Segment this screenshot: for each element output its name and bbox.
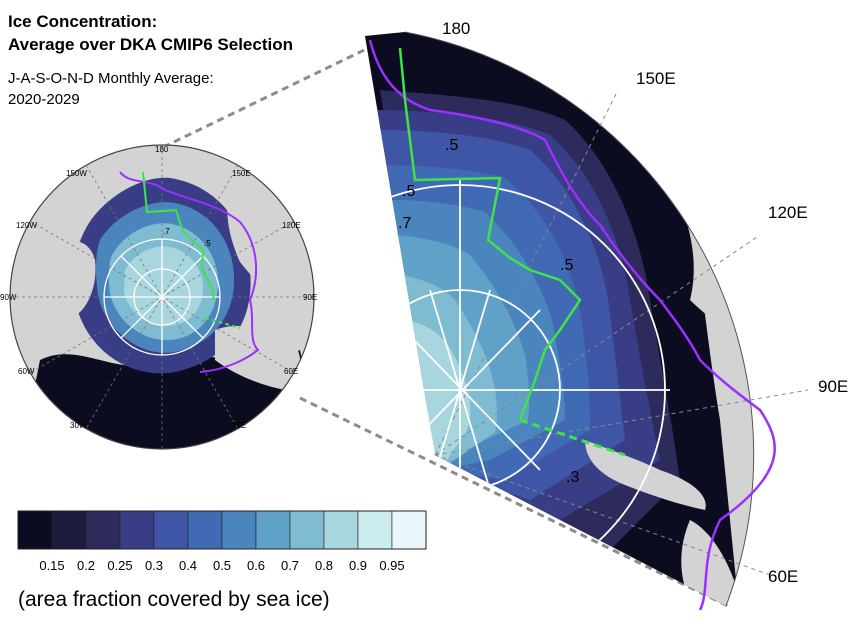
colorbar-tick-label: 0.4 (178, 558, 198, 573)
zoom-connector-bottom (299, 396, 729, 608)
small-lon-120e: 120E (282, 221, 301, 230)
zoom-band-0.95 (405, 320, 471, 470)
colorbar-tick-label: 0.8 (314, 558, 334, 573)
small-lon-180: 180 (155, 145, 169, 154)
small-contour-label-07: .7 (163, 227, 170, 236)
zoom-lon-120e: 120E (768, 203, 808, 222)
colorbar-swatch (289, 510, 325, 550)
title-line-1: Ice Concentration: (8, 12, 158, 31)
zoom-lon-180: 180 (442, 19, 470, 38)
small-lon-0: 0 (159, 439, 164, 448)
colorbar-swatch (221, 510, 257, 550)
zoom-lon-60e: 60E (768, 567, 798, 586)
colorbar-swatch (119, 510, 155, 550)
zoom-lon-90e: 90E (818, 377, 848, 396)
zoom-green-line (398, 47, 582, 421)
colorbar-swatch (187, 510, 223, 550)
small-map-ice-core (124, 246, 204, 326)
zoom-contour-label-03: .3 (566, 469, 579, 486)
map-title: Ice Concentration: Average over DKA CMIP… (8, 10, 293, 56)
small-lon-90e: 90E (303, 293, 317, 302)
zoom-contour-label-07: .7 (398, 215, 411, 232)
colorbar-tick-label: 0.9 (348, 558, 368, 573)
colorbar-swatch (357, 510, 393, 550)
title-line-2: Average over DKA CMIP6 Selection (8, 35, 293, 54)
zoom-land-novaya-zemlya (585, 440, 706, 510)
small-lon-30w: 30W (70, 421, 87, 430)
small-lon-120w: 120W (16, 221, 37, 230)
colorbar-tick-label: 0.6 (246, 558, 266, 573)
colorbar-swatch (51, 510, 87, 550)
subtitle-line-1: J-A-S-O-N-D Monthly Average: (8, 70, 214, 87)
colorbar (17, 510, 427, 550)
small-lon-30e: 30E (232, 421, 246, 430)
small-lon-150e: 150E (232, 169, 251, 178)
small-map-land-greenland (56, 241, 96, 318)
small-polar-map: 180 150E 120E 90E 60E 30E 0 30W 60W 90W … (0, 144, 317, 450)
small-lon-150w: 150W (66, 169, 87, 178)
small-map-ice-edge (119, 171, 260, 373)
subtitle-line-2: 2020-2029 (8, 91, 80, 108)
colorbar-tick-label: 0.15 (39, 558, 65, 573)
zoom-contour-label-05-a: .5 (445, 137, 458, 154)
colorbar-tick-label: 0.5 (212, 558, 232, 573)
small-map-green-dashed (204, 317, 241, 329)
colorbar-swatch (323, 510, 359, 550)
zoom-green-dashed (519, 418, 626, 457)
colorbar-tick-label: 0.95 (379, 558, 405, 573)
small-map-land-europe (215, 325, 301, 390)
map-subtitle: J-A-S-O-N-D Monthly Average: 2020-2029 (8, 68, 214, 110)
small-map-green-line (142, 171, 215, 301)
small-lon-60w: 60W (18, 367, 35, 376)
small-lon-60e: 60E (284, 367, 298, 376)
colorbar-swatch (255, 510, 291, 550)
colorbar-swatch (391, 510, 427, 550)
colorbar-swatch (17, 510, 53, 550)
colorbar-tick-label: 0.3 (144, 558, 164, 573)
colorbar-tick-label: 0.2 (76, 558, 96, 573)
zoom-ice-edge (368, 39, 776, 611)
zoom-lon-150e: 150E (636, 69, 676, 88)
colorbar-swatch (85, 510, 121, 550)
colorbar-tick-label: 0.7 (280, 558, 300, 573)
zoom-contour-label-05-c: .5 (560, 257, 573, 274)
small-contour-label-05: .5 (204, 239, 211, 248)
small-lon-90w: 90W (0, 293, 17, 302)
zoom-contour-label-05-b: .5 (402, 183, 415, 200)
colorbar-swatch (153, 510, 189, 550)
colorbar-caption: (area fraction covered by sea ice) (18, 588, 330, 611)
colorbar-tick-label: 0.25 (107, 558, 133, 573)
colorbar-border (17, 510, 427, 550)
